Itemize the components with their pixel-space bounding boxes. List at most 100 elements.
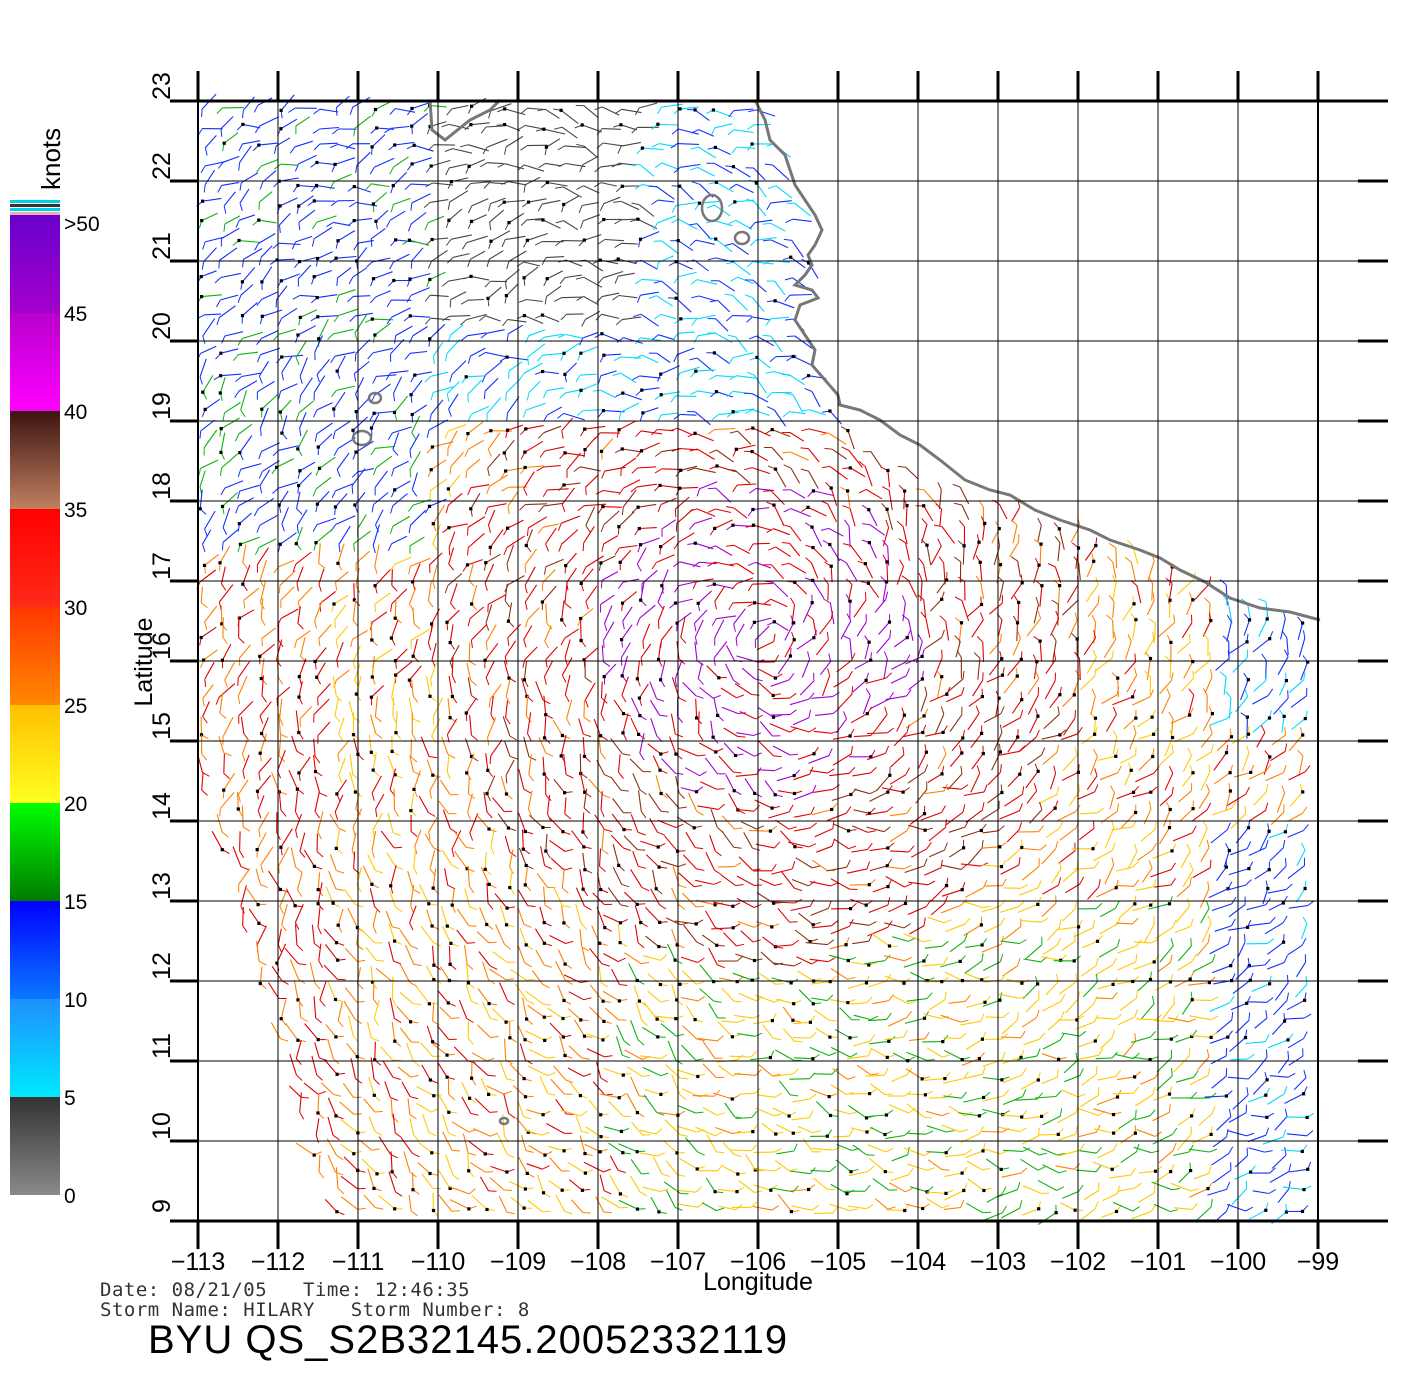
wind-vector (471, 624, 488, 641)
wind-vector-barb (964, 917, 971, 925)
wind-vector-barb (630, 486, 638, 493)
wind-vector-barb (812, 784, 817, 793)
wind-vector-barb (424, 376, 431, 383)
wind-vector (611, 968, 620, 985)
rain-flag-dot (202, 563, 207, 567)
wind-vector (680, 317, 698, 320)
wind-vector-barb (237, 490, 241, 499)
wind-vector (696, 357, 714, 372)
wind-vector-barb (714, 850, 722, 857)
rain-flag-dot (280, 355, 284, 359)
wind-vector (564, 362, 577, 375)
wind-vector (1077, 791, 1095, 800)
wind-vector (507, 491, 518, 507)
wind-vector-barb (762, 222, 771, 225)
wind-vector-barb (554, 297, 562, 302)
rain-flag-dot (848, 734, 852, 738)
wind-vector-barb (820, 432, 829, 436)
wind-vector-barb (410, 260, 413, 269)
rain-flag-dot (1015, 674, 1019, 678)
wind-vector (1168, 600, 1171, 618)
wind-vector (410, 379, 423, 396)
wind-vector (525, 529, 533, 546)
wind-vector (1045, 827, 1060, 839)
wind-vector-barb (501, 486, 509, 492)
wind-vector-barb (1189, 862, 1194, 871)
wind-vector-barb (728, 602, 734, 611)
wind-vector-barb (1111, 857, 1115, 866)
wind-vector (600, 594, 615, 605)
wind-vector-barb (260, 618, 266, 626)
rain-flag-dot (203, 407, 207, 411)
wind-vector (699, 481, 718, 490)
wind-vector-barb (392, 715, 397, 724)
wind-vector-barb (1037, 610, 1042, 619)
wind-vector (875, 774, 891, 792)
wind-vector (753, 167, 766, 181)
wind-vector (561, 417, 574, 432)
wind-vector (775, 546, 791, 558)
wind-vector (795, 857, 813, 869)
wind-vector-barb (785, 218, 793, 224)
wind-vector-barb (1091, 688, 1096, 697)
wind-vector (753, 201, 767, 217)
wind-vector-barb (466, 846, 475, 849)
wind-vector (680, 413, 697, 416)
wind-vector (279, 698, 283, 719)
rain-flag-dot (1036, 714, 1040, 718)
wind-vector-barb (651, 143, 660, 148)
rain-flag-dot (1267, 868, 1271, 872)
wind-vector (297, 606, 301, 624)
wind-vector (960, 829, 982, 838)
rain-flag-dot (622, 828, 626, 832)
wind-vector (1041, 902, 1057, 917)
wind-vector-barb (413, 963, 422, 967)
wind-vector (819, 661, 832, 676)
wind-vector-barb (1231, 801, 1237, 809)
wind-vector (221, 227, 240, 240)
wind-vector (374, 470, 388, 488)
wind-vector-barb (585, 487, 587, 496)
wind-vector (580, 619, 582, 641)
wind-vector (650, 888, 660, 905)
wind-vector (220, 432, 226, 453)
wind-vector-barb (578, 205, 583, 214)
wind-vector-barb (258, 451, 262, 460)
wind-vector (967, 604, 982, 618)
wind-vector (280, 118, 298, 130)
wind-vector (550, 857, 565, 871)
wind-vector (347, 907, 358, 928)
wind-vector-barb (604, 829, 613, 833)
wind-vector-barb (338, 544, 341, 553)
wind-vector-barb (467, 205, 473, 214)
rain-flag-dot (620, 184, 624, 188)
rain-flag-dot (469, 507, 473, 511)
wind-vector (527, 790, 533, 810)
rain-flag-dot (220, 622, 224, 626)
wind-vector (469, 606, 485, 619)
rain-flag-dot (979, 923, 983, 927)
wind-vector (1003, 926, 1022, 941)
wind-vector-barb (1092, 919, 1095, 928)
wind-vector (338, 289, 356, 296)
rain-flag-dot (370, 675, 374, 679)
wind-vector (1248, 922, 1270, 927)
wind-vector (713, 697, 719, 716)
rain-flag-dot (732, 789, 736, 793)
wind-vector-barb (258, 829, 261, 838)
wind-vector-barb (809, 727, 817, 733)
wind-vector (391, 125, 410, 129)
wind-vector (661, 162, 679, 170)
wind-vector-barb (313, 108, 321, 115)
wind-vector (621, 108, 642, 114)
wind-vector (471, 198, 489, 207)
wind-vector-barb (901, 595, 906, 603)
rain-flag-dot (502, 200, 506, 204)
rain-flag-dot (639, 921, 643, 925)
wind-vector-barb (1219, 579, 1227, 586)
rain-flag-dot (504, 294, 508, 298)
wind-vector (563, 412, 585, 421)
wind-vector (643, 955, 661, 961)
wind-vector-barb (690, 146, 699, 150)
wind-vector (948, 847, 964, 858)
